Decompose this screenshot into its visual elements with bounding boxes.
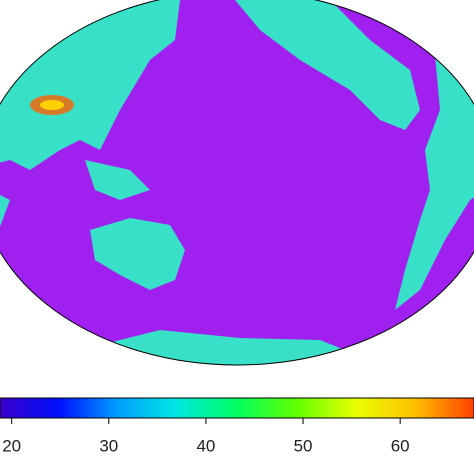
high-region-core [40,100,64,110]
colorbar [0,397,474,419]
tick-label: 60 [391,436,410,455]
tick-label: 20 [2,436,21,455]
indonesia [85,160,150,200]
colorbar-ticks: 20 30 40 50 60 [2,418,410,455]
north-america [235,0,420,130]
australia [90,218,185,290]
globe-outline [0,0,474,366]
tick-label: 40 [196,436,215,455]
antarctica [100,330,350,365]
tick-label: 50 [294,436,313,455]
tick-label: 30 [99,436,118,455]
map [0,0,474,365]
